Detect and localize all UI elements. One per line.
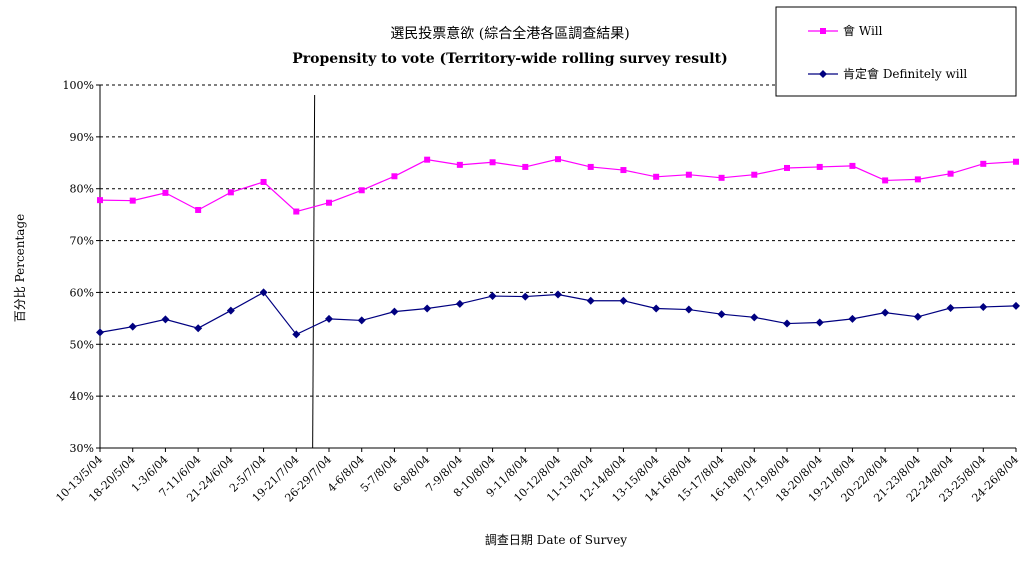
series-layer: [96, 156, 1020, 339]
data-point: [784, 164, 790, 171]
legend-marker-definitely-will: [819, 70, 827, 78]
data-point: [587, 163, 594, 170]
data-point: [292, 330, 301, 339]
data-point: [325, 314, 333, 323]
data-point: [815, 318, 824, 327]
y-tick-label: 40%: [70, 390, 94, 403]
data-point: [586, 296, 595, 305]
data-point: [652, 304, 661, 313]
divider-line: [312, 94, 316, 449]
series-line: [99, 158, 1017, 213]
data-point: [685, 171, 692, 178]
data-point: [554, 290, 562, 299]
legend-marker-will: [820, 28, 826, 34]
data-point: [455, 299, 464, 308]
legend: 會 Will 肯定會 Definitely will: [775, 6, 1017, 97]
data-point: [424, 156, 431, 163]
data-point: [947, 170, 954, 177]
data-point: [619, 296, 628, 305]
data-point: [979, 302, 988, 311]
data-point: [848, 314, 857, 323]
data-point: [357, 316, 366, 325]
data-point: [783, 319, 791, 328]
y-tick-label: 80%: [70, 183, 94, 196]
data-point: [96, 328, 104, 337]
data-point: [194, 324, 203, 333]
legend-box: [775, 6, 1017, 97]
data-point: [162, 189, 169, 196]
axes: [99, 85, 1017, 452]
data-point: [653, 173, 660, 180]
data-point: [488, 292, 497, 301]
data-point: [390, 307, 399, 316]
data-point: [293, 208, 300, 215]
y-tick-label: 30%: [70, 442, 94, 455]
y-tick-label: 60%: [70, 286, 94, 299]
x-tick-labels: 10-13/5/0418-20/5/041-3/6/047-11/6/0421-…: [53, 453, 1020, 505]
series-will: [97, 156, 1019, 215]
data-point: [326, 199, 332, 206]
x-axis-label: 調查日期 Date of Survey: [485, 533, 627, 547]
data-point: [718, 174, 725, 181]
data-point: [980, 160, 987, 167]
y-axis-label: 百分比 Percentage: [13, 214, 27, 323]
y-tick-label: 70%: [70, 235, 94, 248]
data-point: [816, 163, 823, 170]
data-point: [391, 173, 398, 180]
data-point: [456, 161, 463, 168]
data-point: [684, 305, 693, 314]
data-point: [259, 288, 268, 297]
series-line: [99, 291, 1017, 336]
y-tick-label: 50%: [70, 338, 94, 351]
annotations: [312, 94, 316, 449]
data-point: [97, 197, 103, 204]
data-point: [423, 304, 432, 313]
data-point: [128, 322, 137, 331]
data-point: [717, 310, 726, 319]
chart-subtitle: Propensity to vote (Territory-wide rolli…: [292, 51, 727, 67]
legend-label-will: 會 Will: [843, 24, 883, 38]
data-point: [913, 312, 922, 321]
data-point: [620, 167, 627, 174]
data-point: [914, 176, 921, 183]
legend-label-definitely-will: 肯定會 Definitely will: [843, 66, 967, 81]
data-point: [555, 156, 561, 163]
data-point: [521, 292, 530, 301]
data-point: [751, 171, 758, 178]
data-point: [849, 162, 856, 169]
data-point: [1013, 158, 1019, 165]
data-point: [161, 315, 170, 324]
data-point: [946, 303, 955, 312]
chart-title: 選民投票意欲 (綜合全港各區調查結果): [390, 25, 629, 42]
y-tick-labels: 30% 40% 50% 60% 70% 80% 90% 100%: [63, 79, 94, 455]
data-point: [260, 178, 267, 185]
data-point: [129, 197, 136, 204]
data-point: [489, 159, 496, 166]
y-tick-label: 90%: [70, 131, 94, 144]
y-tick-label: 100%: [63, 79, 94, 92]
grid-lines: [96, 84, 1016, 449]
data-point: [750, 313, 759, 322]
data-point: [227, 189, 234, 196]
data-point: [358, 187, 365, 194]
series-definitely-will: [96, 288, 1020, 339]
data-point: [226, 306, 235, 315]
data-point: [522, 163, 529, 170]
data-point: [881, 308, 890, 317]
data-point: [195, 206, 202, 213]
data-point: [1012, 301, 1020, 310]
data-point: [882, 177, 889, 184]
